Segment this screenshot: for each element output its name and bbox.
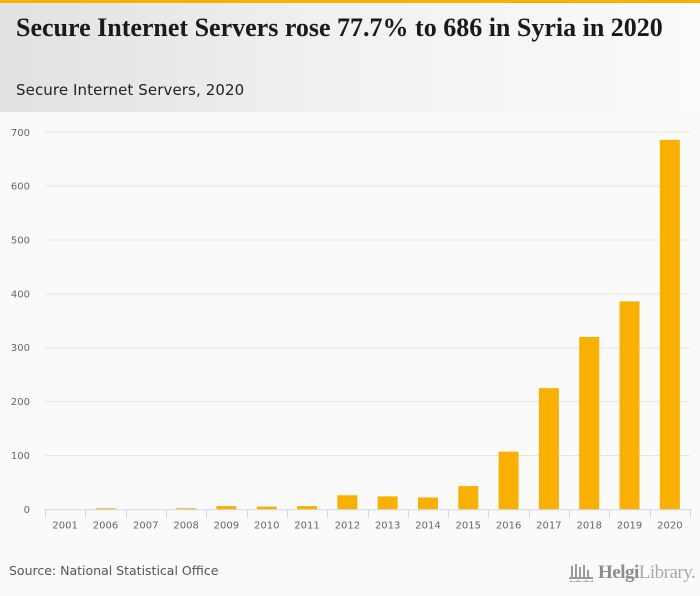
x-tick-label: 2018 <box>576 520 601 531</box>
bar-2010 <box>256 506 277 510</box>
chart-header: Secure Internet Servers rose 77.7% to 68… <box>0 3 700 112</box>
y-tick-label: 0 <box>24 505 30 516</box>
bar-2013 <box>377 496 398 510</box>
y-tick-label: 500 <box>11 236 30 247</box>
x-tick-label: 2012 <box>335 520 360 531</box>
y-tick-label: 400 <box>11 289 30 300</box>
library-building-icon <box>569 564 593 582</box>
bar-2017 <box>538 388 559 510</box>
x-tick-label: 2019 <box>617 520 642 531</box>
y-tick-label: 600 <box>11 182 30 193</box>
bar-2019 <box>619 301 640 510</box>
y-tick-label: 300 <box>11 343 30 354</box>
bar-2012 <box>337 495 358 510</box>
x-axis-labels: 2001 2006 2007 2008 2009 2010 2011 2012 2013 2014… <box>52 520 682 531</box>
bar-2008 <box>176 508 197 510</box>
y-tick-label: 100 <box>11 451 30 462</box>
bar-2011 <box>297 506 318 510</box>
y-axis-labels: 0 100 200 300 400 500 600 700 <box>11 128 30 516</box>
x-axis <box>45 509 691 519</box>
x-tick-label: 2006 <box>93 520 118 531</box>
bars <box>95 139 680 510</box>
bar-2015 <box>458 486 479 510</box>
x-tick-label: 2014 <box>415 520 440 531</box>
x-tick-label: 2020 <box>657 520 682 531</box>
x-tick-label: 2015 <box>456 520 481 531</box>
x-tick-label: 2016 <box>496 520 521 531</box>
x-tick-label: 2013 <box>375 520 400 531</box>
bar-2014 <box>417 497 438 510</box>
y-tick-label: 700 <box>11 128 30 139</box>
x-tick-label: 2010 <box>254 520 279 531</box>
bar-2020 <box>659 139 680 510</box>
source-note: Source: National Statistical Office <box>9 563 219 578</box>
y-tick-label: 200 <box>11 397 30 408</box>
bar-2009 <box>216 506 237 510</box>
logo-text-light: Library. <box>638 562 696 583</box>
top-accent-bar <box>0 0 700 3</box>
x-tick-label: 2001 <box>52 520 77 531</box>
bar-2016 <box>498 451 519 510</box>
chart-subtitle: Secure Internet Servers, 2020 <box>16 81 245 99</box>
logo-text-bold: Helgi <box>598 562 639 583</box>
helgi-library-logo[interactable]: Helgi Library. <box>568 561 696 585</box>
bar-2006 <box>95 508 116 510</box>
x-tick-label: 2007 <box>133 520 158 531</box>
bar-2018 <box>579 336 600 510</box>
x-tick-label: 2011 <box>294 520 319 531</box>
x-tick-label: 2008 <box>173 520 198 531</box>
x-tick-label: 2009 <box>214 520 239 531</box>
x-tick-label: 2017 <box>536 520 561 531</box>
chart-title: Secure Internet Servers rose 77.7% to 68… <box>16 13 663 42</box>
